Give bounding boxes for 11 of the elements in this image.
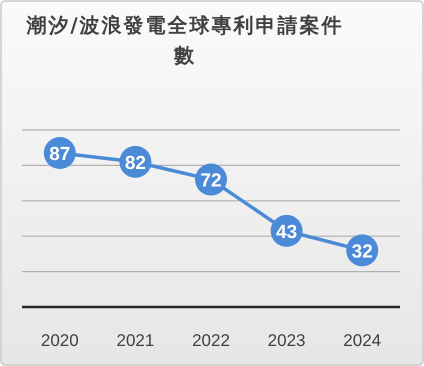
x-tick-label: 2023 xyxy=(268,331,306,350)
x-tick-label: 2021 xyxy=(116,331,154,350)
data-label: 43 xyxy=(276,222,298,243)
data-label: 32 xyxy=(352,241,373,262)
chart-title: 潮汐/波浪發電全球專利申請案件數 xyxy=(26,12,344,69)
x-tick-label: 2020 xyxy=(40,331,79,350)
x-tick-label: 2022 xyxy=(192,331,230,350)
data-label: 82 xyxy=(124,152,146,174)
data-label: 87 xyxy=(49,144,70,166)
data-label: 72 xyxy=(200,170,222,192)
x-tick-label: 2024 xyxy=(343,331,382,350)
